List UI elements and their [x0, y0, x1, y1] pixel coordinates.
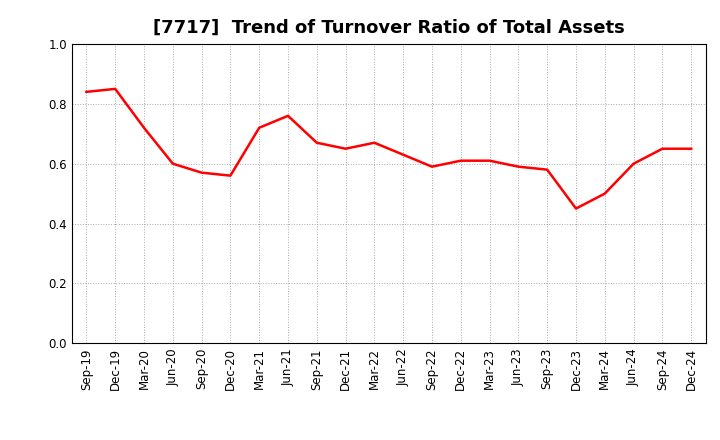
- Title: [7717]  Trend of Turnover Ratio of Total Assets: [7717] Trend of Turnover Ratio of Total …: [153, 19, 625, 37]
